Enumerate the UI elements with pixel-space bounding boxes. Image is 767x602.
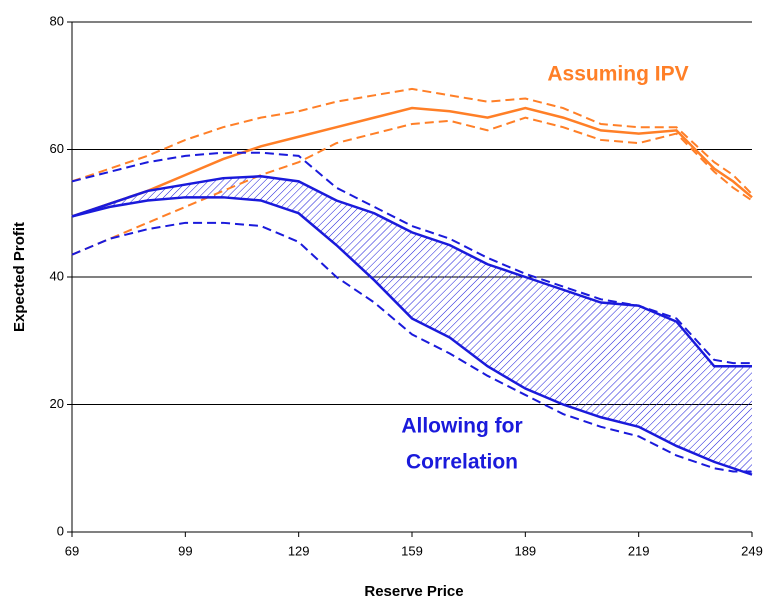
estimate-line (71, 196, 753, 476)
bound-line (71, 87, 753, 195)
bound-line (71, 151, 752, 365)
x-tick-label: 159 (401, 543, 423, 558)
x-tick-label: 219 (628, 543, 650, 558)
y-tick-label: 40 (50, 268, 64, 283)
x-tick-label: 249 (741, 543, 763, 558)
x-tick-label: 189 (514, 543, 536, 558)
annotation: Correlation (406, 451, 518, 474)
y-tick-label: 20 (50, 396, 64, 411)
estimate-line (71, 106, 753, 218)
annotation: Allowing for (401, 415, 522, 438)
x-axis-title: Reserve Price (364, 583, 463, 600)
bound-line (71, 221, 752, 473)
x-tick-label: 129 (288, 543, 310, 558)
y-tick-label: 60 (50, 141, 64, 156)
y-tick-label: 80 (50, 13, 64, 28)
y-axis-title: Expected Profit (11, 222, 28, 332)
annotation: Assuming IPV (547, 63, 688, 86)
x-tick-label: 99 (178, 543, 192, 558)
hatched-band (72, 176, 752, 475)
x-tick-label: 69 (65, 543, 79, 558)
y-tick-label: 0 (57, 523, 64, 538)
estimate-line (71, 175, 752, 368)
bound-line (71, 116, 753, 256)
